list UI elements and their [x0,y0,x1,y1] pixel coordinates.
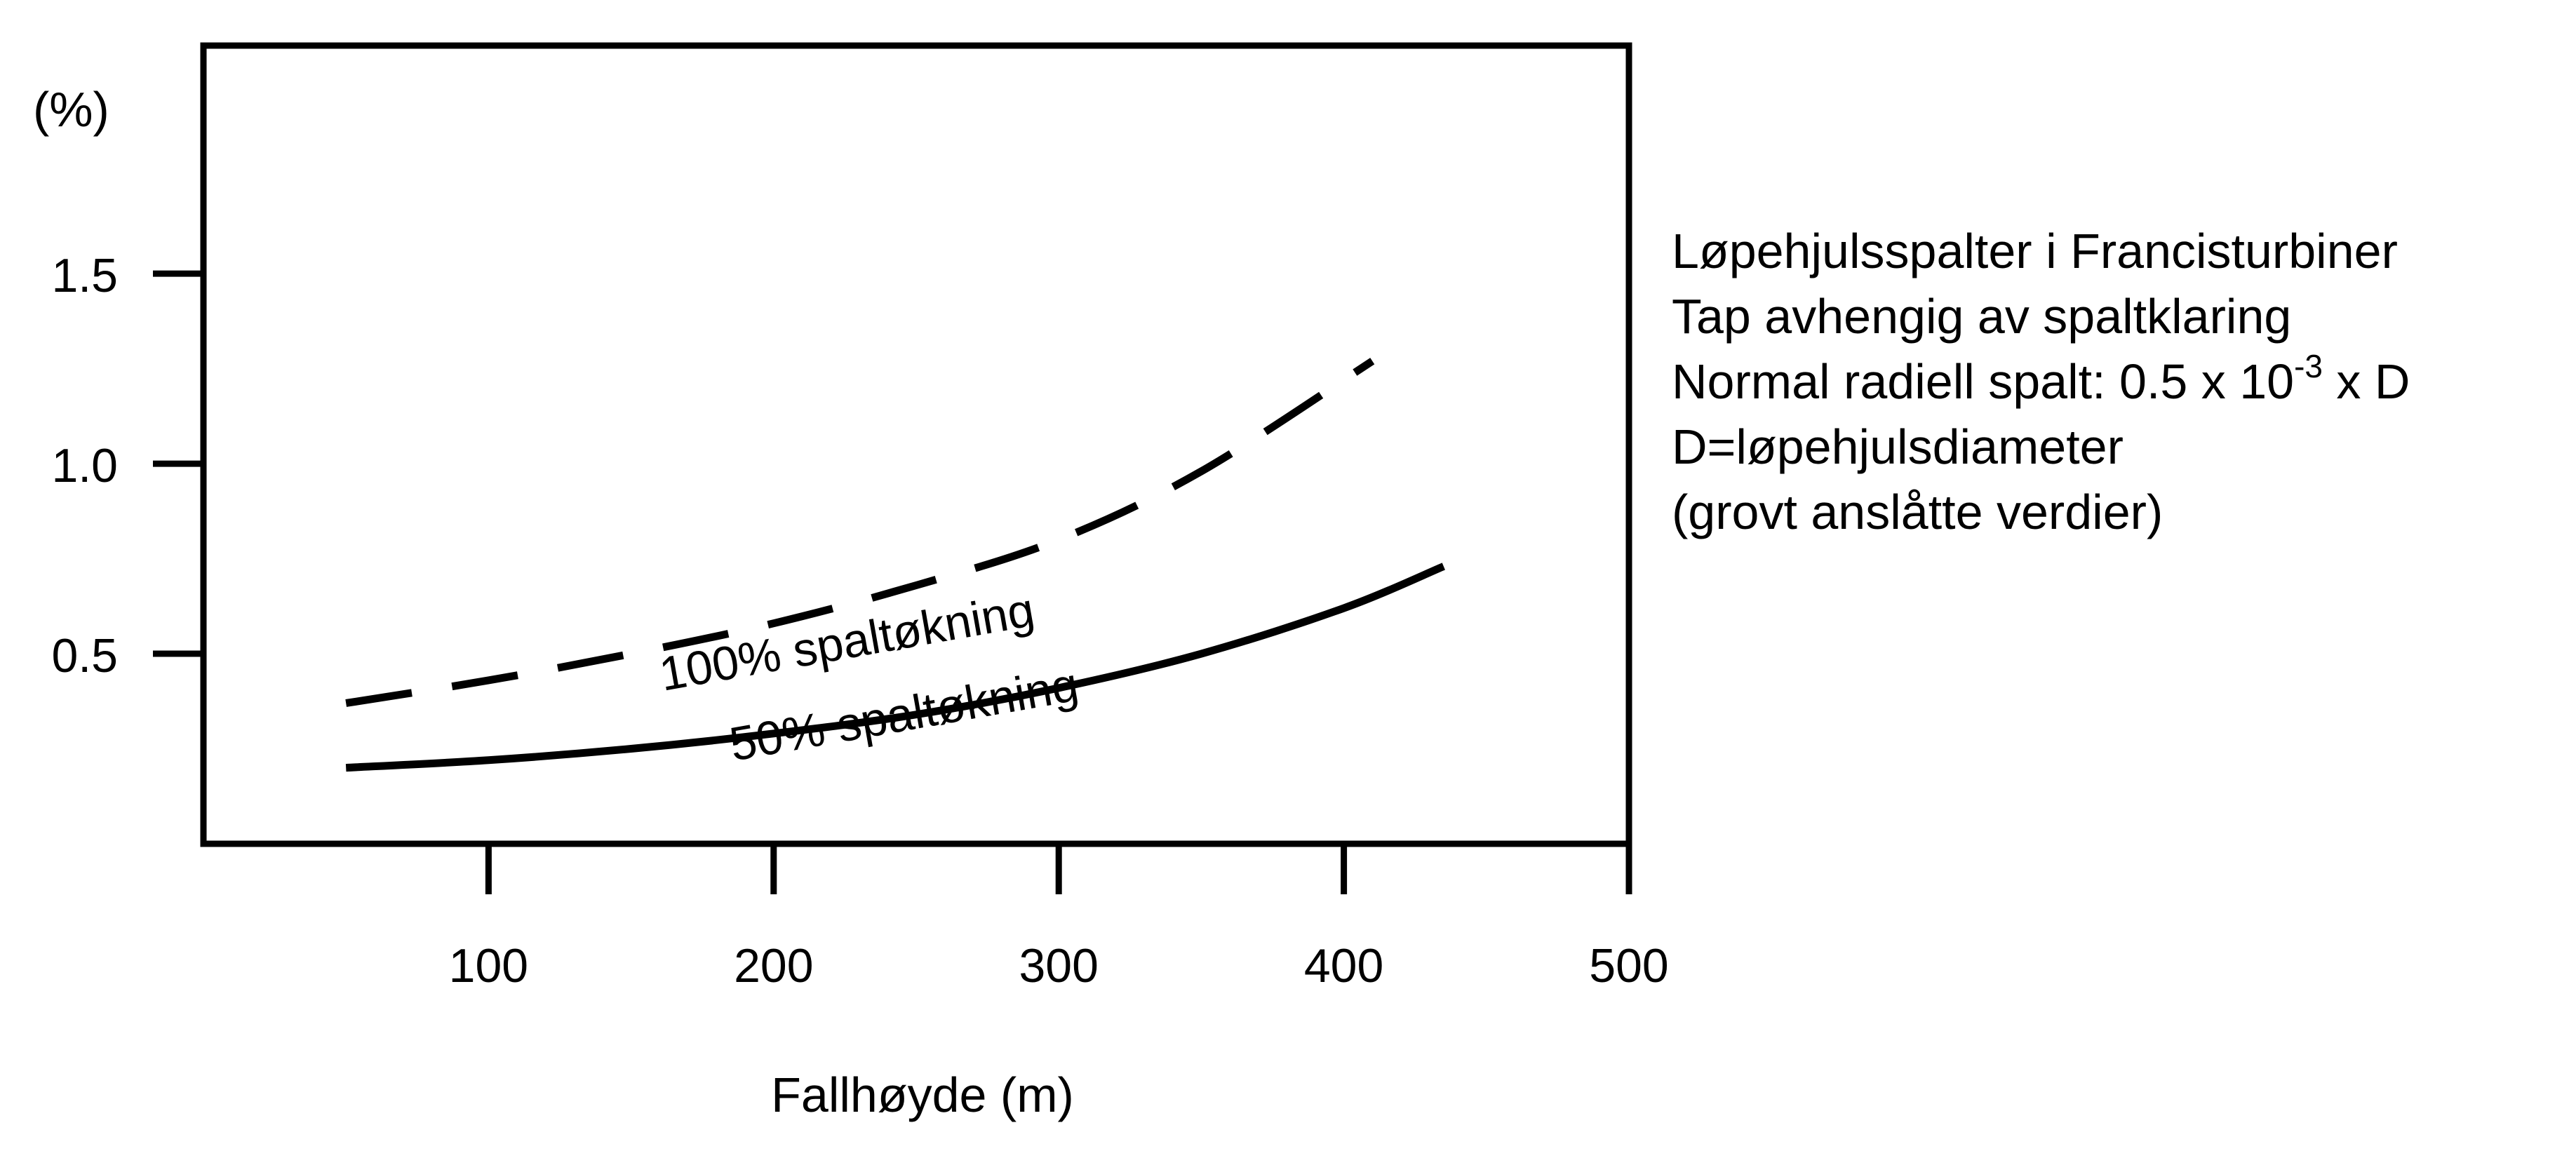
info-line-3-suffix: x D [2322,354,2410,409]
x-axis: 100 200 300 400 500 [449,844,1669,992]
x-tick-label-200: 200 [734,939,813,992]
x-tick-label-100: 100 [449,939,528,992]
info-line-3-exponent: -3 [2294,348,2323,384]
info-line-5: (grovt anslåtte verdier) [1672,485,2164,539]
series-group [345,358,1445,772]
info-box: Løpehjulsspalter i Francisturbiner Tap a… [1672,219,2410,545]
y-axis-label: (%) [33,82,109,137]
x-tick-label-400: 400 [1304,939,1383,992]
info-line-2: Tap avhengig av spaltklaring [1672,289,2292,344]
x-tick-label-300: 300 [1019,939,1098,992]
y-tick-label-1_5: 1.5 [51,249,118,302]
y-tick-label-1: 1.0 [51,439,118,492]
info-line-3-prefix: Normal radiell spalt: 0.5 x 10 [1672,354,2295,409]
info-line-1: Løpehjulsspalter i Francisturbiner [1672,224,2398,278]
x-tick-label-500: 500 [1589,939,1668,992]
info-line-3: Normal radiell spalt: 0.5 x 10-3 x D [1672,349,2410,415]
y-tick-label-0_5: 0.5 [51,629,118,682]
series-line-50 [345,563,1445,772]
series-line-100 [345,358,1375,707]
plot-frame [200,42,1632,847]
info-line-4: D=løpehjulsdiameter [1672,419,2124,474]
x-axis-label: Fallhøyde (m) [771,1068,1074,1122]
y-axis: 0.5 1.0 1.5 [51,249,203,682]
